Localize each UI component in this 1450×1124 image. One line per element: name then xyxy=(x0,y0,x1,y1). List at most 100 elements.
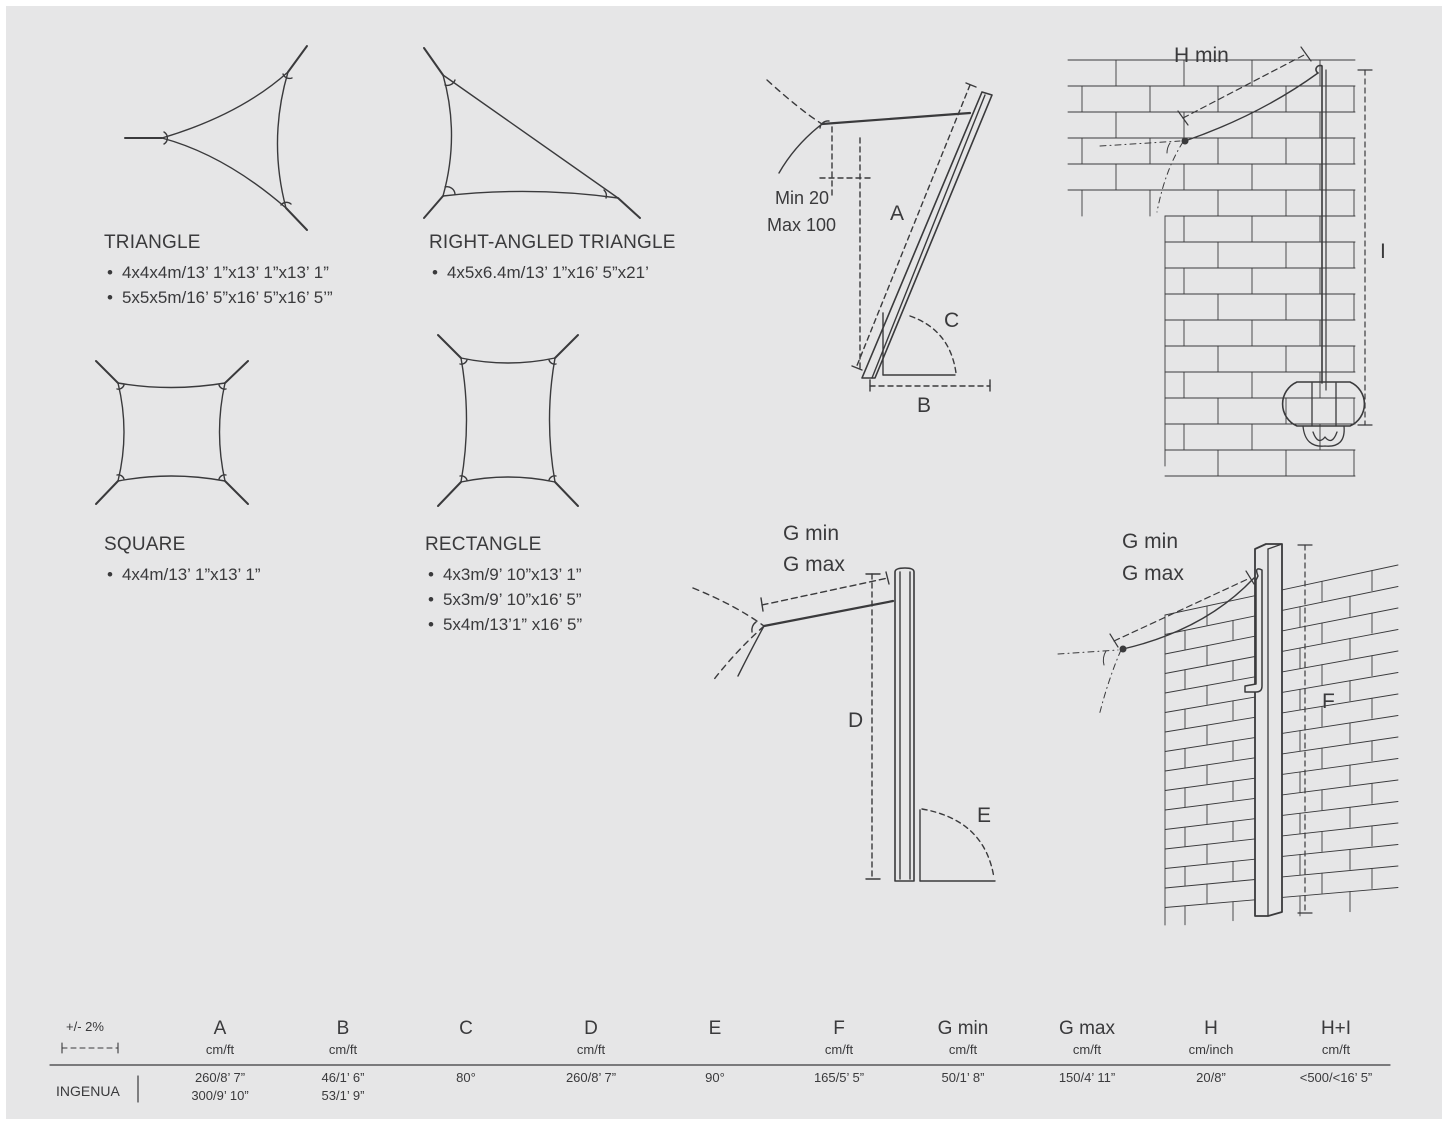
rectangle-size: 4x3m/9’ 10”x13’ 1” xyxy=(425,562,582,587)
brick-line xyxy=(1281,758,1399,775)
angle-c-label: C xyxy=(944,309,960,332)
brick-line xyxy=(1281,650,1399,673)
column-header: H xyxy=(1204,1018,1218,1039)
brick-line xyxy=(1164,797,1256,811)
column-unit: cm/ft xyxy=(948,1042,978,1057)
brick-line xyxy=(1164,676,1256,694)
column-value: 20/8” xyxy=(1196,1070,1226,1085)
brick-line xyxy=(1164,858,1256,869)
brick-line xyxy=(1164,635,1256,655)
brick-line xyxy=(1164,777,1256,791)
rectangle-size-list: 4x3m/9’ 10”x13’ 1” 5x3m/9’ 10”x16’ 5” 5x… xyxy=(425,562,582,637)
column-unit: cm/ft xyxy=(205,1042,235,1057)
g-min-label-right: G min xyxy=(1122,530,1179,553)
rectangle-sail-drawing xyxy=(437,334,579,507)
product-name: INGENUA xyxy=(56,1083,120,1099)
column-unit: cm/ft xyxy=(824,1042,854,1057)
brick-line xyxy=(1164,696,1256,713)
column-value: 260/8’ 7” xyxy=(194,1070,246,1085)
column-header: F xyxy=(833,1018,845,1039)
brick-line xyxy=(1281,801,1399,816)
spec-column: G max cm/ft 150/4’ 11” xyxy=(1027,1018,1147,1087)
column-value: 46/1’ 6” xyxy=(321,1070,365,1085)
spec-column: C 80° xyxy=(406,1018,526,1087)
brick-line xyxy=(1164,595,1256,616)
brick-line xyxy=(1164,757,1256,772)
brick-line xyxy=(1164,899,1256,908)
column-header: C xyxy=(459,1018,473,1039)
triangle-size: 4x4x4m/13’ 1”x13’ 1”x13’ 1” xyxy=(104,260,333,285)
column-unit: cm/ft xyxy=(328,1042,358,1057)
brick-wall-bottom-right xyxy=(1164,564,1399,926)
dimension-f-label: F xyxy=(1322,690,1335,713)
g-min-label-left: G min xyxy=(783,522,840,545)
brick-line xyxy=(1281,822,1399,837)
brick-line xyxy=(1281,779,1399,796)
brick-wall-top-right xyxy=(1067,59,1356,477)
column-header: E xyxy=(708,1018,722,1039)
spec-column: G min cm/ft 50/1’ 8” xyxy=(903,1018,1023,1087)
slanted-pole-drawing xyxy=(766,79,993,392)
square-size: 4x4m/13’ 1”x13’ 1” xyxy=(104,562,261,587)
wall-mount-h-drawing xyxy=(1067,46,1373,477)
right-triangle-title: RIGHT-ANGLED TRIANGLE xyxy=(429,232,676,253)
triangle-sail-drawing xyxy=(124,45,308,231)
column-value: 300/9’ 10” xyxy=(191,1088,249,1103)
brick-line xyxy=(1281,844,1399,857)
column-unit: cm/ft xyxy=(1321,1042,1351,1057)
right-triangle-size: 4x5x6.4m/13’ 1”x16’ 5”x21’ xyxy=(429,260,649,285)
column-header: H+I xyxy=(1320,1018,1352,1039)
dimension-i-label: I xyxy=(1380,240,1386,263)
brick-line xyxy=(1164,716,1256,733)
rectangle-size: 5x4m/13’1” x16’ 5” xyxy=(425,612,582,637)
column-value: 165/5’ 5” xyxy=(813,1070,865,1085)
triangle-size: 5x5x5m/16’ 5”x16’ 5”x16’ 5’” xyxy=(104,285,333,310)
dimension-d-label: D xyxy=(848,709,864,732)
brick-line xyxy=(1281,564,1399,591)
column-value: 150/4’ 11” xyxy=(1058,1070,1116,1085)
brick-line xyxy=(1281,607,1399,632)
square-sail-drawing xyxy=(95,360,249,505)
brick-line xyxy=(1164,838,1256,850)
column-header: D xyxy=(584,1018,598,1039)
square-size-list: 4x4m/13’ 1”x13’ 1” xyxy=(104,562,261,587)
dimension-a-label: A xyxy=(890,202,905,225)
column-unit: cm/ft xyxy=(576,1042,606,1057)
column-header: A xyxy=(213,1018,227,1039)
brick-line xyxy=(1281,715,1399,734)
right-triangle-sail-drawing xyxy=(423,47,641,219)
max-offset-label: Max 100 xyxy=(767,215,837,235)
column-header: B xyxy=(336,1018,350,1039)
rectangle-size: 5x3m/9’ 10”x16’ 5” xyxy=(425,587,582,612)
brick-line xyxy=(1164,656,1256,674)
spec-column: H+I cm/ft <500/<16’ 5” xyxy=(1276,1018,1396,1087)
angle-e-label: E xyxy=(977,804,992,827)
column-value: 50/1’ 8” xyxy=(941,1070,985,1085)
table-rules xyxy=(49,1042,1391,1103)
tolerance-label: +/- 2% xyxy=(66,1019,104,1034)
g-max-label-right: G max xyxy=(1122,562,1184,585)
brick-line xyxy=(1164,737,1256,752)
column-header: G min xyxy=(937,1018,989,1039)
brick-line xyxy=(1164,879,1256,889)
column-unit xyxy=(655,1042,775,1058)
brick-line xyxy=(1281,736,1399,755)
dimension-b-label: B xyxy=(917,394,932,417)
column-value: 90° xyxy=(705,1070,725,1085)
vertical-pole-drawing xyxy=(692,567,996,882)
column-value: 53/1’ 9” xyxy=(321,1088,365,1103)
brick-line xyxy=(1281,629,1399,652)
wall-mount-f-drawing xyxy=(1057,543,1399,926)
column-unit: cm/inch xyxy=(1188,1042,1234,1057)
brick-line xyxy=(1164,818,1256,830)
square-title: SQUARE xyxy=(104,534,186,555)
column-value: 80° xyxy=(456,1070,476,1085)
triangle-title: TRIANGLE xyxy=(104,232,201,253)
